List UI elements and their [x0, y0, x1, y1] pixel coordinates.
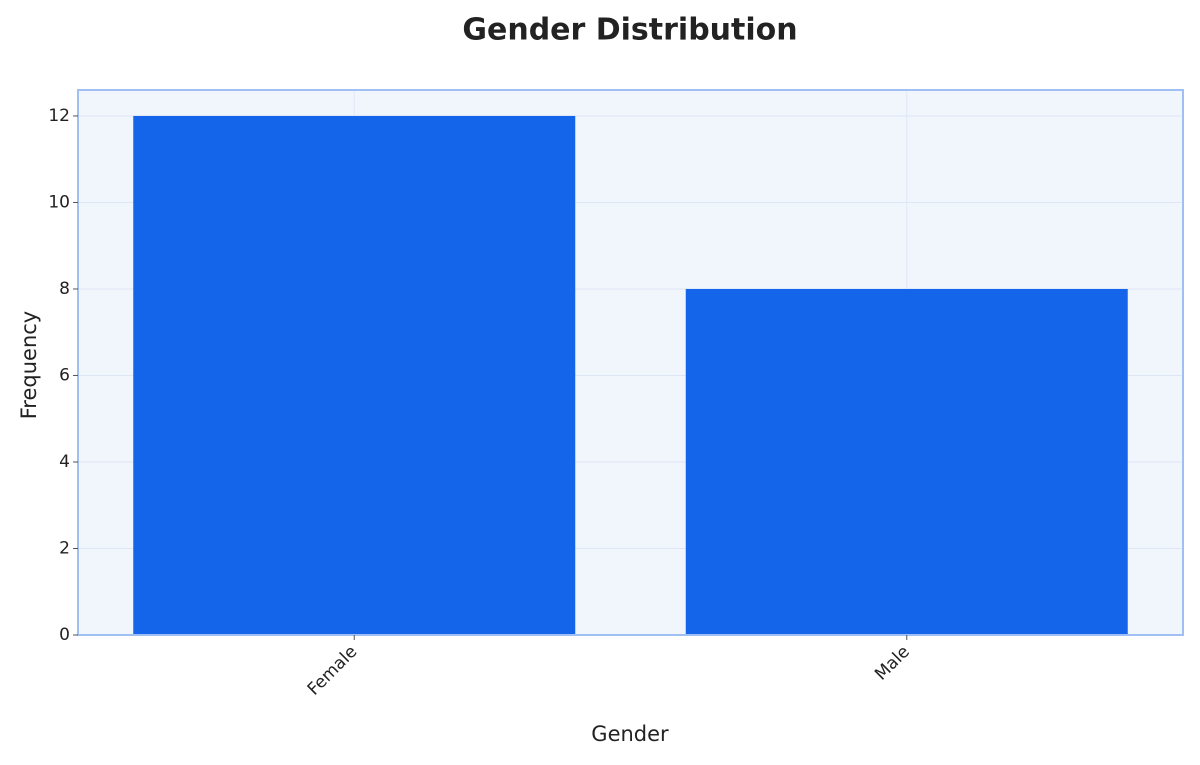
- y-tick-label: 8: [59, 279, 70, 299]
- y-axis-label: Frequency: [17, 311, 41, 420]
- y-tick-label: 0: [59, 625, 70, 645]
- x-tick-label: Male: [871, 642, 914, 685]
- y-tick-label: 6: [59, 365, 70, 385]
- y-tick-label: 10: [48, 192, 70, 212]
- y-tick-label: 2: [59, 538, 70, 558]
- bar: [685, 288, 1128, 635]
- y-tick-label: 4: [59, 452, 70, 472]
- x-tick-label: Female: [304, 642, 362, 700]
- chart-title: Gender Distribution: [462, 13, 797, 48]
- plot-border: [77, 89, 1184, 636]
- marks: [133, 115, 1128, 635]
- y-tick-label: 12: [48, 106, 70, 126]
- bar: [133, 115, 576, 635]
- x-axis-label: Gender: [591, 722, 669, 746]
